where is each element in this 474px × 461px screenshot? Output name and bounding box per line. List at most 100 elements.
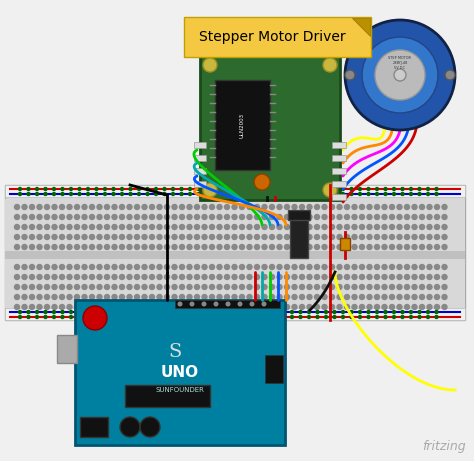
Circle shape	[135, 274, 139, 279]
Circle shape	[37, 295, 42, 300]
Circle shape	[254, 174, 270, 190]
Circle shape	[180, 295, 184, 300]
Circle shape	[282, 311, 285, 313]
Circle shape	[74, 295, 80, 300]
Circle shape	[90, 244, 94, 249]
Circle shape	[315, 265, 319, 270]
Polygon shape	[352, 18, 370, 36]
Circle shape	[226, 301, 230, 307]
Circle shape	[299, 188, 302, 190]
Circle shape	[60, 265, 64, 270]
Circle shape	[316, 193, 319, 195]
Circle shape	[307, 284, 312, 290]
Circle shape	[265, 188, 268, 190]
Circle shape	[322, 205, 327, 209]
Circle shape	[127, 274, 132, 279]
Circle shape	[78, 193, 81, 195]
Circle shape	[149, 235, 155, 240]
Circle shape	[146, 315, 149, 319]
Circle shape	[247, 244, 252, 249]
Circle shape	[95, 188, 98, 190]
Circle shape	[146, 193, 149, 195]
Bar	[332, 181, 346, 187]
Circle shape	[307, 295, 312, 300]
Circle shape	[333, 193, 336, 195]
Circle shape	[37, 235, 42, 240]
Circle shape	[323, 58, 337, 72]
Circle shape	[435, 188, 438, 190]
Circle shape	[112, 265, 117, 270]
Circle shape	[189, 315, 191, 319]
Circle shape	[345, 225, 349, 230]
Circle shape	[345, 205, 349, 209]
Circle shape	[194, 244, 200, 249]
Circle shape	[172, 205, 177, 209]
Bar	[125, 385, 210, 407]
Circle shape	[237, 301, 243, 307]
Circle shape	[52, 214, 57, 219]
Circle shape	[329, 214, 335, 219]
Circle shape	[300, 244, 304, 249]
Bar	[57, 335, 77, 363]
Circle shape	[418, 188, 421, 190]
Circle shape	[427, 265, 432, 270]
Circle shape	[239, 188, 243, 190]
Circle shape	[273, 193, 276, 195]
Circle shape	[70, 188, 73, 190]
Circle shape	[210, 274, 215, 279]
Circle shape	[270, 284, 274, 290]
Circle shape	[202, 305, 207, 309]
Circle shape	[74, 235, 80, 240]
Circle shape	[341, 188, 345, 190]
Circle shape	[239, 235, 245, 240]
Circle shape	[95, 311, 98, 313]
Circle shape	[307, 305, 312, 309]
Circle shape	[194, 235, 200, 240]
Circle shape	[262, 214, 267, 219]
Circle shape	[67, 214, 72, 219]
Circle shape	[427, 214, 432, 219]
Circle shape	[52, 244, 57, 249]
Circle shape	[53, 188, 55, 190]
Circle shape	[292, 265, 297, 270]
Circle shape	[359, 265, 365, 270]
Circle shape	[427, 311, 429, 313]
Circle shape	[239, 295, 245, 300]
Circle shape	[427, 193, 429, 195]
Circle shape	[329, 235, 335, 240]
Circle shape	[352, 305, 357, 309]
Circle shape	[404, 235, 410, 240]
Circle shape	[127, 284, 132, 290]
Circle shape	[61, 315, 64, 319]
Circle shape	[104, 265, 109, 270]
Circle shape	[239, 225, 245, 230]
Circle shape	[157, 274, 162, 279]
Circle shape	[419, 214, 425, 219]
Circle shape	[155, 311, 157, 313]
Circle shape	[82, 235, 87, 240]
Circle shape	[262, 244, 267, 249]
Circle shape	[410, 193, 412, 195]
Circle shape	[337, 295, 342, 300]
Circle shape	[384, 311, 387, 313]
Circle shape	[225, 225, 229, 230]
Circle shape	[345, 244, 349, 249]
Circle shape	[74, 225, 80, 230]
Circle shape	[382, 295, 387, 300]
Circle shape	[172, 244, 177, 249]
Circle shape	[52, 265, 57, 270]
Circle shape	[206, 311, 209, 313]
Circle shape	[442, 235, 447, 240]
Circle shape	[44, 193, 47, 195]
Circle shape	[308, 311, 310, 313]
Circle shape	[135, 205, 139, 209]
Circle shape	[90, 265, 94, 270]
Circle shape	[435, 295, 439, 300]
Circle shape	[142, 305, 147, 309]
Circle shape	[180, 225, 184, 230]
Circle shape	[329, 225, 335, 230]
Circle shape	[217, 244, 222, 249]
Circle shape	[390, 305, 394, 309]
Circle shape	[255, 284, 259, 290]
Circle shape	[262, 265, 267, 270]
